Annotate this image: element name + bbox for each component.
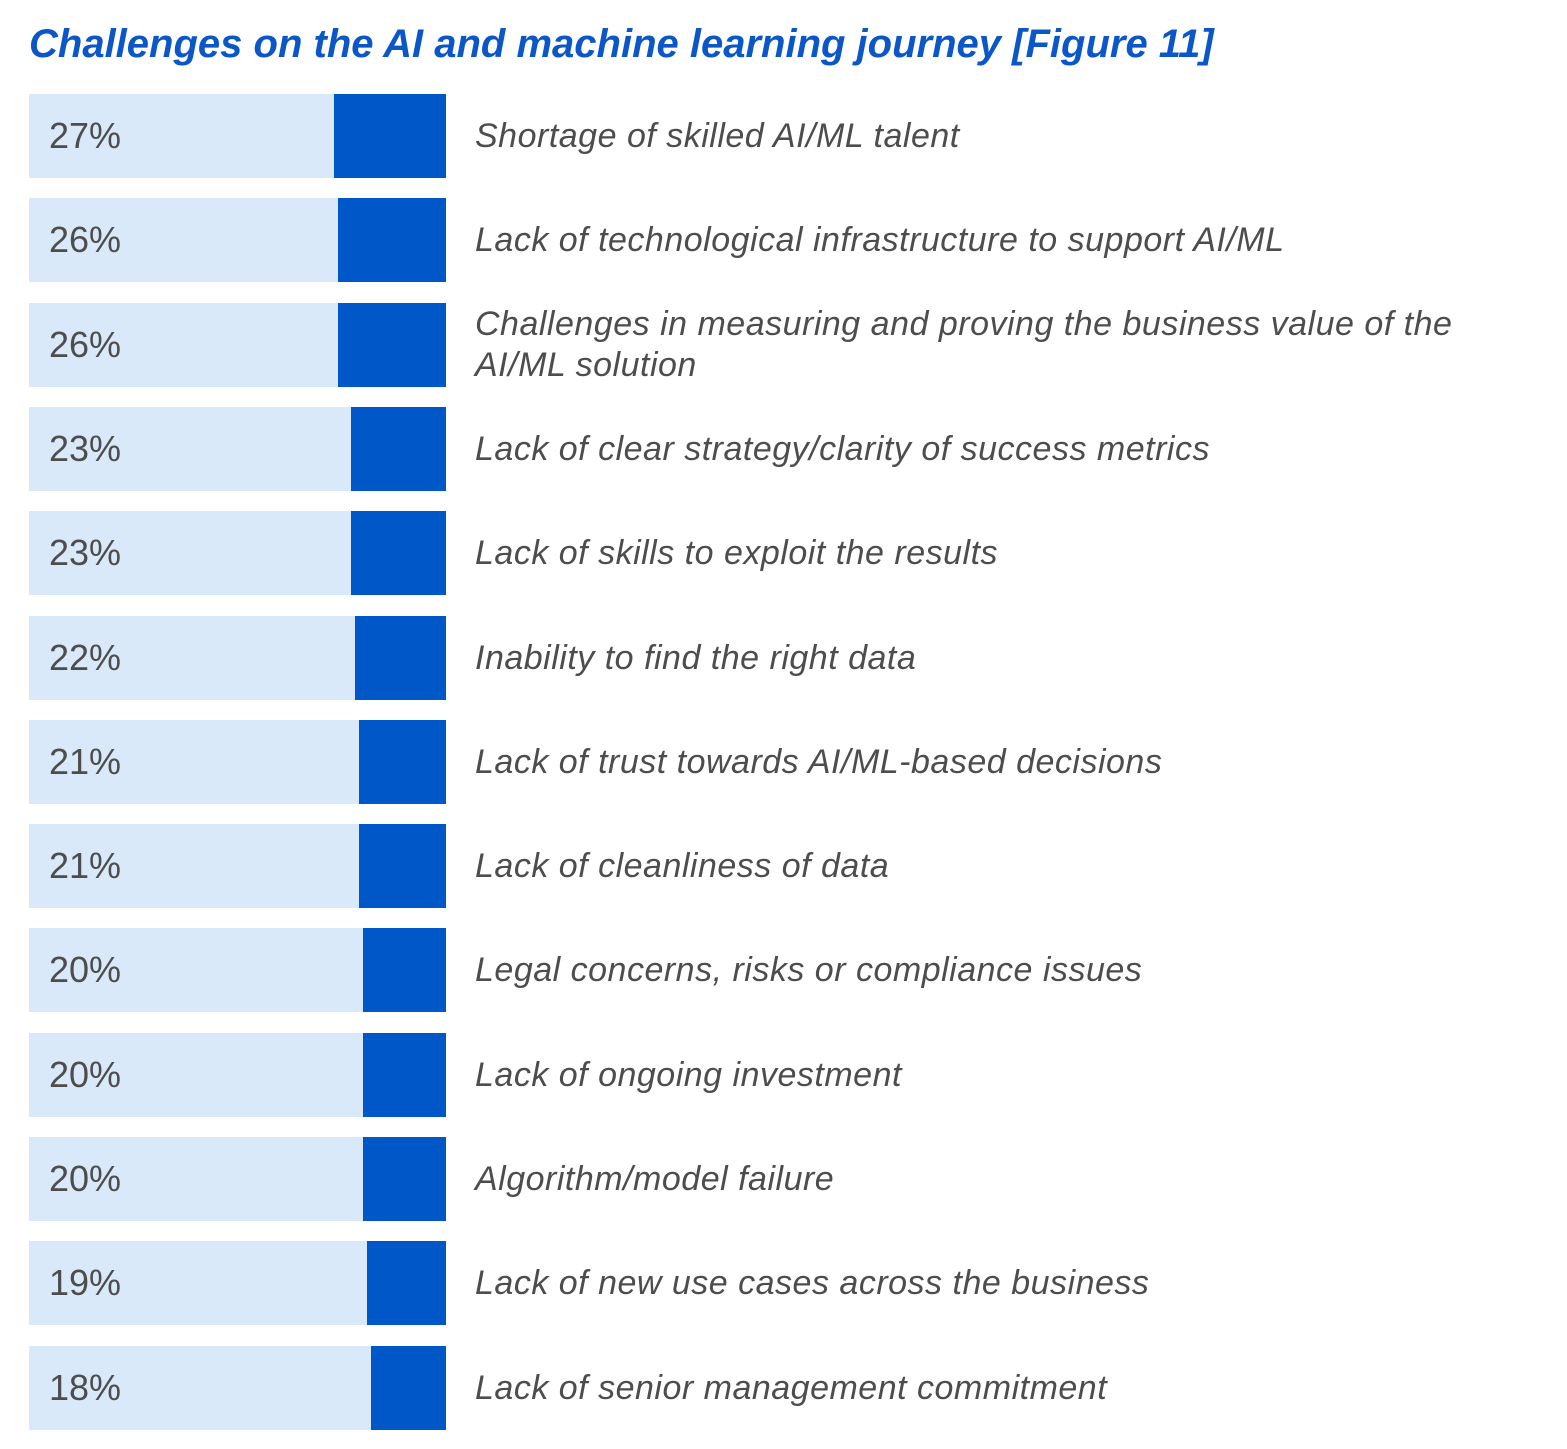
bar-row: 26% Challenges in measuring and proving t… <box>29 303 1549 387</box>
category-label: Lack of new use cases across the busines… <box>475 1263 1150 1302</box>
bar-track: 21% <box>29 720 446 804</box>
bar-value-label: 20% <box>49 1054 122 1095</box>
bar-fill <box>371 1346 446 1430</box>
bar-row: 19% Lack of new use cases across the busi… <box>29 1241 1549 1325</box>
bar-track: 23% <box>29 511 446 595</box>
bar-value-label: 20% <box>49 1158 122 1199</box>
chart-title: Challenges on the AI and machine learnin… <box>29 22 1214 66</box>
bar-row: 26% Lack of technological infrastructure … <box>29 198 1549 282</box>
category-label: Lack of clear strategy/clarity of succes… <box>475 429 1210 468</box>
bar-value-label: 20% <box>49 949 122 990</box>
bar-track: 19% <box>29 1241 446 1325</box>
category-label: Lack of senior management commitment <box>475 1368 1108 1407</box>
bar-fill <box>367 1241 446 1325</box>
bar-row: 22% Inability to find the right data <box>29 616 1549 700</box>
bar-row: 21% Lack of trust towards AI/ML-based dec… <box>29 720 1549 804</box>
bar-fill <box>355 616 446 700</box>
bar-track: 23% <box>29 407 446 491</box>
category-label: Lack of trust towards AI/ML-based decisi… <box>475 742 1163 781</box>
bar-row: 23% Lack of clear strategy/clarity of suc… <box>29 407 1549 491</box>
bar-track: 27% <box>29 94 446 178</box>
category-label: Lack of cleanliness of data <box>475 846 890 885</box>
bar-value-label: 27% <box>49 115 122 156</box>
category-label: Lack of technological infrastructure to … <box>475 220 1285 259</box>
category-label: Shortage of skilled AI/ML talent <box>475 116 960 155</box>
bar-track: 20% <box>29 1033 446 1117</box>
category-label: Algorithm/model failure <box>475 1159 835 1198</box>
bar-track: 20% <box>29 1137 446 1221</box>
bar-value-label: 21% <box>49 845 122 886</box>
bar-fill <box>334 94 446 178</box>
bar-value-label: 19% <box>49 1262 122 1303</box>
bar-value-label: 23% <box>49 532 122 573</box>
bar-fill <box>363 1033 446 1117</box>
bar-row: 20% Legal concerns, risks or compliance i… <box>29 928 1549 1012</box>
bar-value-label: 26% <box>49 219 122 260</box>
bar-track: 21% <box>29 824 446 908</box>
category-label: Lack of skills to exploit the results <box>475 533 999 572</box>
bar-track: 20% <box>29 928 446 1012</box>
category-label: Inability to find the right data <box>475 638 917 677</box>
bar-fill <box>363 928 446 1012</box>
bar-track: 26% <box>29 198 446 282</box>
bar-fill <box>363 1137 446 1221</box>
bar-fill <box>351 511 446 595</box>
category-label: Lack of ongoing investment <box>475 1055 902 1094</box>
bar-fill <box>338 198 446 282</box>
bar-track: 26% <box>29 303 446 387</box>
bar-track: 18% <box>29 1346 446 1430</box>
bar-row: 27% Shortage of skilled AI/ML talent <box>29 94 1549 178</box>
bar-fill <box>351 407 446 491</box>
category-label: Legal concerns, risks or compliance issu… <box>475 950 1143 989</box>
bar-track: 22% <box>29 616 446 700</box>
bar-fill <box>359 824 446 908</box>
bar-row: 18% Lack of senior management commitment <box>29 1346 1549 1430</box>
bar-value-label: 23% <box>49 428 122 469</box>
category-label: Challenges in measuring and proving the … <box>475 305 1453 384</box>
bar-row: 20% Lack of ongoing investment <box>29 1033 1549 1117</box>
bar-value-label: 22% <box>49 637 122 678</box>
bar-row: 21% Lack of cleanliness of data <box>29 824 1549 908</box>
bar-row: 20% Algorithm/model failure <box>29 1137 1549 1221</box>
bar-value-label: 18% <box>49 1367 122 1408</box>
bar-value-label: 26% <box>49 324 122 365</box>
bar-fill <box>338 303 446 387</box>
bar-row: 23% Lack of skills to exploit the results <box>29 511 1549 595</box>
bar-fill <box>359 720 446 804</box>
bar-value-label: 21% <box>49 741 122 782</box>
